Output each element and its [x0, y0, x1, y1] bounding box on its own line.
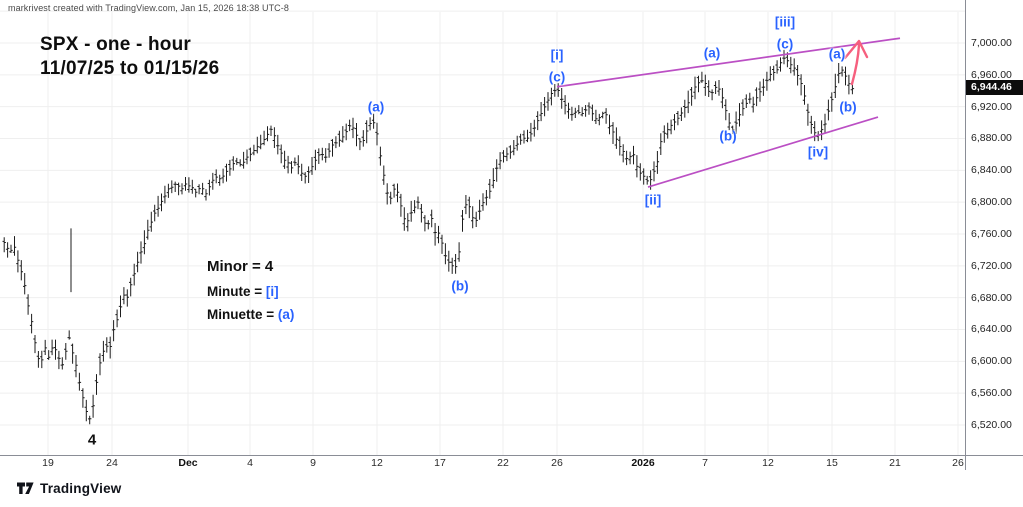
time-axis-label: 9	[310, 457, 316, 469]
tradingview-logo[interactable]: TradingView	[17, 481, 121, 496]
price-axis-label: 6,920.00	[971, 100, 1012, 113]
legend-label: Minor =	[207, 258, 265, 275]
projection-arrow-head[interactable]	[843, 39, 869, 60]
price-axis-label: 6,520.00	[971, 418, 1012, 431]
legend-label: Minute =	[207, 284, 266, 299]
wave-label[interactable]: (b)	[451, 278, 469, 294]
time-axis-label: 7	[702, 457, 708, 469]
price-axis-label: 6,880.00	[971, 132, 1012, 145]
price-axis-label: 6,560.00	[971, 387, 1012, 400]
price-axis-label: 6,680.00	[971, 291, 1012, 304]
time-axis-label: 26	[952, 457, 964, 469]
chart-title: SPX - one - hour 11/07/25 to 01/15/26	[40, 33, 219, 81]
wave-label[interactable]: [iv]	[807, 144, 829, 160]
wave-label[interactable]: (b)	[839, 99, 857, 115]
time-axis-label: 4	[247, 457, 253, 469]
legend-value: (a)	[277, 307, 295, 322]
legend-row-1: Minute = [i]	[207, 284, 294, 299]
legend-row-0: Minor = 4	[207, 258, 294, 275]
wave-label[interactable]: (c)	[548, 69, 566, 85]
chart-title-line1: SPX - one - hour	[40, 34, 191, 55]
last-price-badge: 6,944.46	[966, 79, 1023, 95]
wave-label[interactable]: [ii]	[644, 192, 662, 208]
chart-title-line2: 11/07/25 to 01/15/26	[40, 58, 220, 79]
legend-value: 4	[264, 258, 274, 275]
time-axis-label: 21	[889, 457, 901, 469]
time-axis-label: 26	[551, 457, 563, 469]
price-axis-label: 6,640.00	[971, 323, 1012, 336]
price-axis-label: 6,760.00	[971, 227, 1012, 240]
time-axis-label: 12	[371, 457, 383, 469]
wave-label[interactable]: (a)	[367, 99, 385, 115]
time-axis-label: 24	[106, 457, 118, 469]
price-axis-label: 7,000.00	[971, 37, 1012, 49]
wave-label[interactable]: (b)	[719, 128, 737, 144]
time-axis-label: 22	[497, 457, 509, 469]
projection-arrow-shaft[interactable]	[850, 43, 861, 86]
price-axis-label: 6,600.00	[971, 355, 1012, 368]
time-axis-label: 12	[762, 457, 774, 469]
wave-label[interactable]: (a)	[828, 46, 846, 62]
time-axis-label: 2026	[631, 457, 655, 469]
wave-label[interactable]: 4	[87, 431, 97, 449]
wave-degree-legend: Minor = 4 Minute = [i] Minuette = (a)	[207, 258, 294, 330]
time-axis-label: 19	[42, 457, 54, 469]
time-axis-label: 15	[826, 457, 838, 469]
time-axis-label: 17	[434, 457, 446, 469]
legend-value: [i]	[265, 284, 279, 299]
upper-trendline[interactable]	[556, 37, 901, 88]
price-axis-label: 6,720.00	[971, 259, 1012, 272]
price-axis-label: 6,840.00	[971, 164, 1012, 177]
lower-trendline[interactable]	[647, 116, 879, 188]
wave-label[interactable]: (c)	[776, 36, 794, 52]
tradingview-logo-icon	[17, 482, 34, 494]
wave-label[interactable]: (a)	[703, 45, 721, 61]
legend-label: Minuette =	[207, 307, 278, 322]
price-axis-label: 6,800.00	[971, 196, 1012, 209]
legend-row-2: Minuette = (a)	[207, 307, 294, 322]
wave-label[interactable]: [i]	[550, 47, 564, 63]
attribution-text: markrivest created with TradingView.com,…	[8, 3, 289, 13]
price-bars	[2, 49, 855, 425]
time-axis-label: Dec	[178, 457, 198, 469]
tradingview-logo-text: TradingView	[40, 481, 122, 496]
price-axis-label: 6,960.00	[971, 68, 1012, 81]
wave-label[interactable]: [iii]	[774, 14, 796, 30]
